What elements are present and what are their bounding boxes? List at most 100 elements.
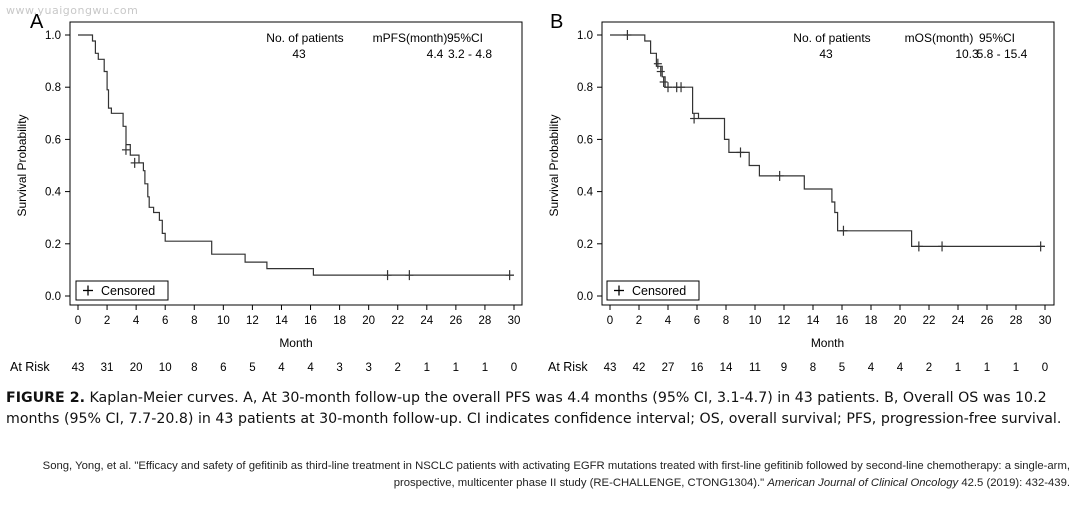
at-risk-value: 8 — [191, 362, 197, 374]
x-tick-label: 12 — [778, 315, 791, 327]
reference: Song, Yong, et al. "Efficacy and safety … — [30, 458, 1070, 492]
y-tick-label: 1.0 — [577, 30, 593, 42]
x-tick-label: 8 — [191, 315, 197, 327]
legend-label: Censored — [101, 284, 155, 298]
x-tick-label: 22 — [923, 315, 936, 327]
x-tick-label: 6 — [694, 315, 700, 327]
at-risk-value: 10 — [159, 362, 172, 374]
km-curve — [610, 34, 1045, 247]
x-tick-label: 10 — [217, 315, 230, 327]
legend: Censored — [606, 280, 700, 301]
y-tick-label: 0.6 — [45, 134, 61, 146]
reference-pre: Song, Yong, et al. "Efficacy and safety … — [42, 460, 1070, 489]
legend-box — [75, 280, 169, 301]
panel-label: B — [550, 11, 563, 33]
at-risk-value: 16 — [691, 362, 704, 374]
x-tick-label: 30 — [508, 315, 521, 327]
x-tick-label: 4 — [133, 315, 140, 327]
x-tick-label: 24 — [420, 315, 433, 327]
stats-header-median: mPFS(month) — [373, 31, 448, 45]
y-tick-label: 0.8 — [45, 82, 61, 94]
x-tick-label: 22 — [391, 315, 404, 327]
at-risk-value: 11 — [749, 362, 761, 374]
at-risk-value: 43 — [604, 362, 617, 374]
at-risk-value: 0 — [511, 362, 517, 374]
x-tick-label: 14 — [275, 315, 288, 327]
caption-label: FIGURE 2. — [6, 390, 85, 406]
censor-mark — [653, 58, 662, 69]
y-tick-label: 0.4 — [45, 187, 62, 199]
censor-mark — [839, 225, 848, 236]
legend-box — [606, 280, 700, 301]
legend-label: Censored — [632, 284, 686, 298]
y-tick-label: 0.6 — [577, 134, 593, 146]
y-axis-label: Survival Probability — [15, 114, 29, 216]
y-tick-label: 0.8 — [577, 82, 593, 94]
at-risk-value: 27 — [662, 362, 675, 374]
at-risk-value: 0 — [1042, 362, 1048, 374]
at-risk-value: 14 — [720, 362, 733, 374]
stats-value-median: 10.3 — [955, 47, 979, 61]
stats-header-median: mOS(month) — [905, 31, 974, 45]
x-tick-label: 26 — [449, 315, 462, 327]
x-axis-label: Month — [279, 336, 312, 350]
x-tick-label: 8 — [723, 315, 729, 327]
at-risk-value: 6 — [220, 362, 226, 374]
x-tick-label: 20 — [362, 315, 375, 327]
y-tick-label: 0.0 — [45, 291, 61, 303]
x-tick-label: 0 — [607, 315, 613, 327]
censor-mark — [405, 270, 414, 281]
km-figure: A 0.0 0.2 0.4 0.6 0.8 1.0 Survival Probability 0… — [10, 11, 1055, 374]
at-risk-value: 1 — [453, 362, 459, 374]
stats-header-patients: No. of patients — [266, 31, 343, 45]
at-risk-label: At Risk — [548, 360, 588, 374]
censor-mark — [677, 82, 686, 93]
censor-mark — [690, 113, 699, 124]
at-risk-value: 1 — [955, 362, 961, 374]
x-tick-label: 16 — [304, 315, 317, 327]
x-tick-label: 20 — [894, 315, 907, 327]
watermark: www.yuaigongwu.com — [6, 4, 139, 17]
at-risk-value: 1 — [482, 362, 488, 374]
stats-value-ci: 5.8 - 15.4 — [977, 47, 1028, 61]
at-risk-value: 20 — [130, 362, 143, 374]
censor-mark — [1036, 241, 1045, 252]
at-risk-value: 1 — [984, 362, 990, 374]
at-risk-value: 1 — [1013, 362, 1019, 374]
censor-mark — [121, 144, 130, 155]
censor-mark — [775, 170, 784, 181]
at-risk-value: 3 — [365, 362, 371, 374]
x-tick-label: 28 — [1010, 315, 1023, 327]
at-risk-value: 4 — [897, 362, 904, 374]
at-risk-value: 2 — [395, 362, 401, 374]
censor-mark — [505, 270, 514, 281]
x-tick-label: 0 — [75, 315, 81, 327]
x-tick-label: 18 — [333, 315, 346, 327]
censor-mark — [938, 241, 947, 252]
censor-mark — [736, 147, 745, 158]
y-tick-label: 0.2 — [577, 239, 593, 251]
at-risk-value: 5 — [839, 362, 845, 374]
at-risk-value: 8 — [810, 362, 816, 374]
at-risk-value: 42 — [633, 362, 646, 374]
censor-mark — [130, 157, 139, 168]
x-tick-label: 6 — [162, 315, 168, 327]
at-risk-value: 1 — [424, 362, 430, 374]
censor-mark — [914, 241, 923, 252]
stats-value-patients: 43 — [292, 47, 306, 61]
caption-text: Kaplan-Meier curves. A, At 30-month foll… — [6, 390, 1062, 427]
stats-value-ci: 3.2 - 4.8 — [448, 47, 492, 61]
x-tick-label: 26 — [981, 315, 994, 327]
chart-panel-a: A 0.0 0.2 0.4 0.6 0.8 1.0 Survival Probability 0… — [10, 11, 523, 374]
at-risk-label: At Risk — [10, 360, 50, 374]
x-tick-label: 4 — [665, 315, 672, 327]
censor-mark — [656, 66, 665, 77]
y-tick-label: 0.4 — [577, 187, 594, 199]
stats-value-median: 4.4 — [427, 47, 444, 61]
reference-post: 42.5 (2019): 432-439. — [958, 477, 1070, 489]
y-tick-label: 0.2 — [45, 239, 61, 251]
panel-label: A — [30, 11, 44, 33]
x-tick-label: 12 — [246, 315, 259, 327]
at-risk-value: 4 — [278, 362, 285, 374]
at-risk-value: 5 — [249, 362, 255, 374]
